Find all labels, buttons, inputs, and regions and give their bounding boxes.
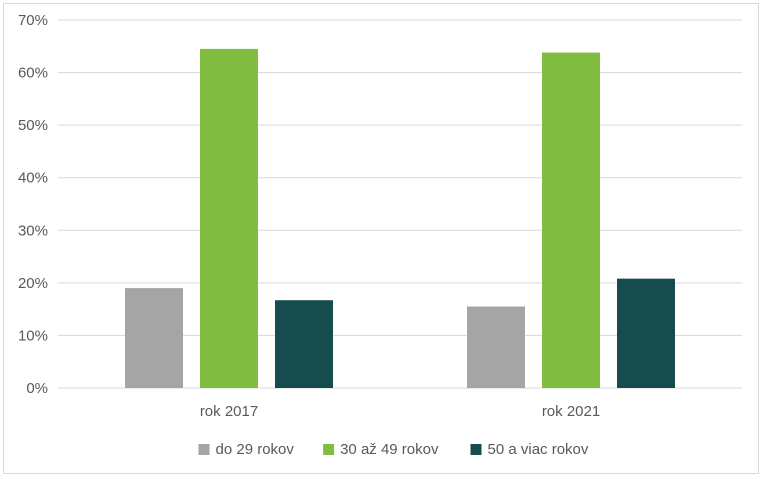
x-category-label: rok 2021 — [542, 403, 600, 420]
y-tick-label: 0% — [26, 380, 48, 397]
y-tick-label: 60% — [18, 65, 48, 82]
legend-swatch — [323, 444, 335, 455]
legend-label: 30 až 49 rokov — [340, 441, 439, 458]
legend-swatch — [198, 444, 210, 455]
x-category-label: rok 2017 — [200, 403, 258, 420]
legend-swatch — [470, 444, 482, 455]
bar — [125, 288, 183, 388]
chart-frame — [3, 3, 759, 474]
y-tick-label: 50% — [18, 117, 48, 134]
legend-label: 50 a viac rokov — [488, 441, 589, 458]
y-tick-label: 30% — [18, 222, 48, 239]
y-tick-label: 70% — [18, 12, 48, 29]
y-tick-label: 10% — [18, 327, 48, 344]
bar — [542, 52, 600, 388]
bar — [275, 300, 333, 388]
bar — [617, 278, 675, 388]
bar — [467, 306, 525, 388]
legend-label: do 29 rokov — [216, 441, 295, 458]
y-tick-label: 40% — [18, 170, 48, 187]
y-tick-label: 20% — [18, 275, 48, 292]
bar — [200, 48, 258, 389]
